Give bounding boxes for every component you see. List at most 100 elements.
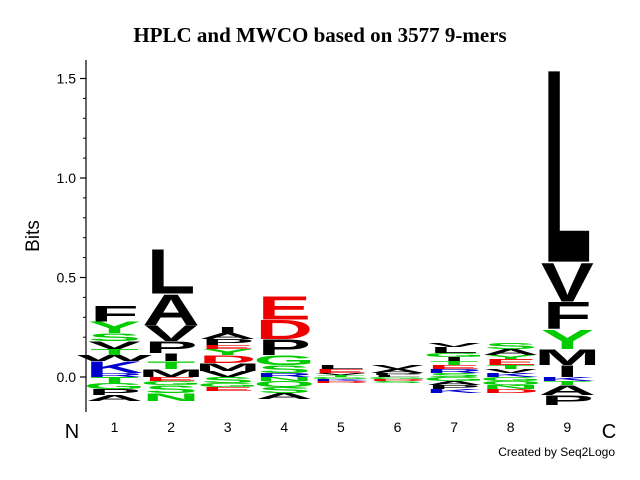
logo-letter-p: P <box>258 335 311 360</box>
logo-letter-g: G <box>310 376 372 379</box>
logo-letter-g: G <box>423 352 485 358</box>
y-tick-label: 1.0 <box>57 170 77 186</box>
logo-letter-d: D <box>256 314 313 345</box>
logo-letter-k: K <box>86 358 143 377</box>
logo-letter-m: M <box>195 361 261 373</box>
logo-letter-l: L <box>147 237 196 308</box>
logo-letter-r: R <box>86 372 143 378</box>
logo-letter-i: I <box>443 356 465 362</box>
logo-letter-g: G <box>367 376 429 379</box>
logo-letter-v: V <box>314 373 368 376</box>
logo-letter-s: S <box>484 342 537 351</box>
logo-letter-k: K <box>425 388 483 394</box>
logo-letter-l: L <box>373 374 421 377</box>
logo-letter-v: V <box>428 342 482 348</box>
logo-letter-g: G <box>140 380 202 386</box>
chart-title: HPLC and MWCO based on 3577 9-mers <box>133 23 506 47</box>
logo-letter-l: L <box>543 13 592 322</box>
y-axis-ticks: 0.0 0.5 1.0 1.5 <box>57 71 86 385</box>
logo-letter-f: F <box>543 295 592 338</box>
logo-letter-v: V <box>88 339 141 351</box>
logo-letter-v: V <box>371 364 425 370</box>
n-terminus-label: N <box>65 421 79 443</box>
logo-letter-y: Y <box>541 324 594 355</box>
logo-letter-k: K <box>539 376 597 382</box>
logo-letter-r: R <box>425 368 482 374</box>
logo-letter-g: G <box>423 376 485 382</box>
logo-letter-e: E <box>258 289 311 326</box>
logo-letter-s: S <box>201 375 254 384</box>
logo-letter-p: P <box>371 373 424 376</box>
y-tick-label: 0.0 <box>57 369 77 385</box>
logo-letter-t: T <box>90 348 139 357</box>
x-tick-label: 2 <box>167 419 175 435</box>
logo-letter-p: P <box>428 384 481 390</box>
logo-letter-v: V <box>484 368 538 374</box>
logo-letter-a: A <box>539 383 596 399</box>
logo-letter-r: R <box>256 372 313 378</box>
c-terminus-label: C <box>602 421 616 443</box>
logo-stacks: RKWTVSYFTGPAMTIPVALEGSNVMDYEPAISGERSGPDE… <box>77 13 600 408</box>
credit-text: Created by Seq2Logo <box>498 445 615 459</box>
x-tick-label: 5 <box>337 419 345 435</box>
logo-letter-s: S <box>88 331 141 343</box>
logo-letter-f: F <box>90 302 138 327</box>
x-tick-label: 4 <box>280 419 288 435</box>
logo-letter-e: E <box>201 386 254 392</box>
logo-letter-a: A <box>142 285 199 335</box>
logo-letter-e: E <box>484 358 537 367</box>
logo-letter-q: Q <box>253 379 315 388</box>
logo-letter-a: A <box>199 332 256 341</box>
logo-letter-t: T <box>147 359 196 371</box>
logo-letter-i: I <box>556 362 578 381</box>
logo-letter-s: S <box>258 385 311 394</box>
y-tick-label: 0.5 <box>57 270 77 286</box>
y-axis-label: Bits <box>23 220 44 252</box>
logo-letter-t: T <box>317 374 365 377</box>
logo-letter-i: I <box>217 326 239 335</box>
x-tick-label: 1 <box>111 419 119 435</box>
logo-letter-a: A <box>425 380 482 386</box>
logo-letter-g: G <box>480 376 542 382</box>
x-tick-label: 9 <box>563 419 571 435</box>
logo-letter-p: P <box>88 387 141 396</box>
logo-letter-k: K <box>312 378 370 381</box>
logo-letter-y: Y <box>201 348 254 357</box>
logo-letter-y: Y <box>88 318 141 337</box>
logo-letter-v: V <box>201 370 254 379</box>
x-tick-label: 8 <box>507 419 515 435</box>
logo-letter-e: E <box>428 364 481 370</box>
logo-letter-a: A <box>86 393 143 402</box>
logo-letter-w: W <box>77 354 153 363</box>
logo-letter-t: T <box>486 364 534 370</box>
logo-letter-q: Q <box>480 380 542 386</box>
logo-letter-a: A <box>482 348 539 357</box>
logo-letter-p: P <box>145 338 198 357</box>
logo-letter-s: S <box>145 383 198 395</box>
logo-letter-m: M <box>534 345 600 370</box>
logo-letter-d: D <box>199 353 256 365</box>
logo-letter-a: A <box>369 368 426 374</box>
x-axis-ticks: 1 2 3 4 5 6 7 8 9 <box>111 419 572 435</box>
logo-letter-e: E <box>201 344 254 350</box>
logo-letter-n: N <box>256 376 313 382</box>
logo-letter-p: P <box>201 338 254 347</box>
logo-letter-s: S <box>428 372 481 378</box>
logo-letter-d: D <box>482 388 539 394</box>
logo-letter-n: N <box>482 384 539 390</box>
logo-letter-a: A <box>256 391 313 400</box>
logo-letter-y: Y <box>484 354 537 360</box>
logo-letter-k: K <box>482 372 540 378</box>
logo-letter-e: E <box>314 368 367 374</box>
logo-letter-n: N <box>142 391 199 403</box>
logo-letter-t: T <box>543 380 591 386</box>
logo-letter-i: I <box>160 351 182 363</box>
logo-letter-e: E <box>145 376 198 382</box>
logo-letter-t: T <box>90 375 139 384</box>
logo-letter-l: L <box>430 346 479 355</box>
logo-letter-d: D <box>369 378 426 381</box>
logo-letter-g: G <box>84 381 146 390</box>
logo-letter-v: V <box>541 252 594 313</box>
logo-letter-s: S <box>258 363 311 375</box>
